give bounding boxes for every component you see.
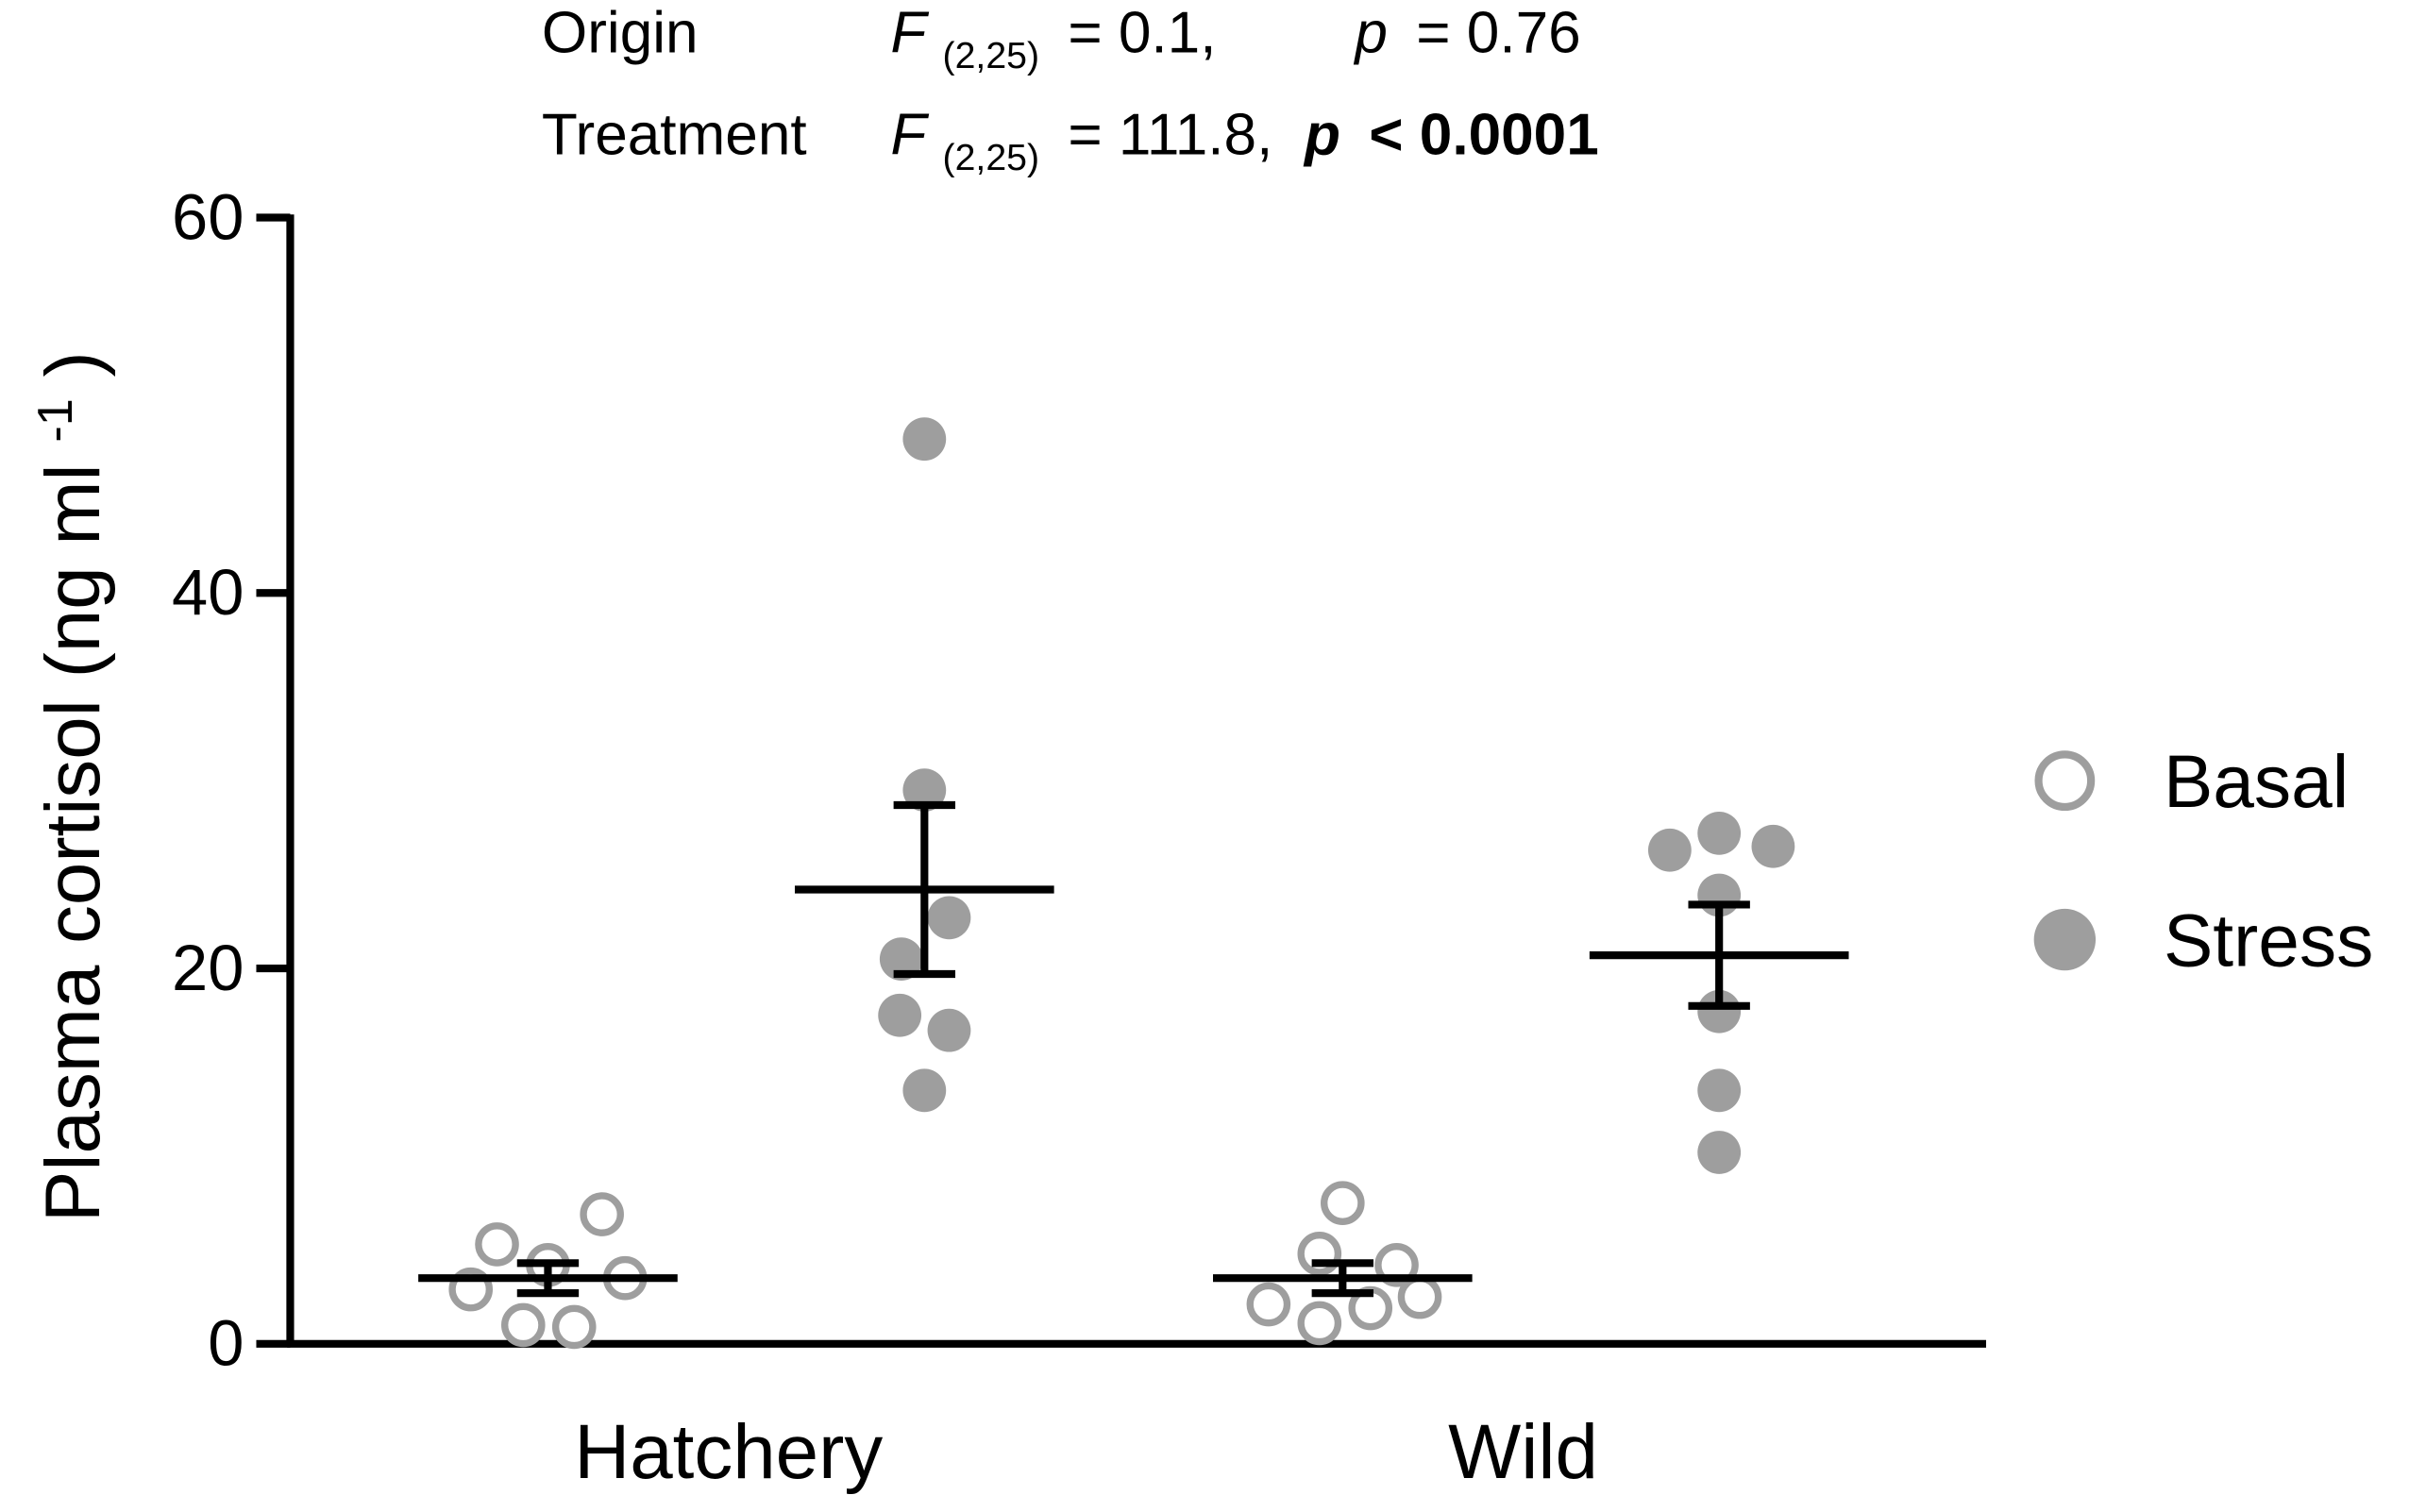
data-point xyxy=(879,937,923,981)
data-point xyxy=(1697,1131,1742,1174)
data-point xyxy=(1697,1068,1742,1113)
annotation-text: p xyxy=(1353,1,1388,66)
annotation-text: F xyxy=(890,102,929,167)
annotation-text: Treatment xyxy=(542,102,807,167)
y-tick-label: 60 xyxy=(172,180,244,253)
y-axis-label: Plasma cortisol (ng ml -1 ) xyxy=(28,351,116,1222)
x-tick-label: Wild xyxy=(1448,1409,1598,1495)
data-point xyxy=(1697,811,1742,855)
x-tick-label: Hatchery xyxy=(574,1409,883,1495)
data-point xyxy=(1321,1181,1365,1225)
annotation-text: = 111.8, xyxy=(1068,102,1272,167)
annotation: Origin F (2,25) = 0.1, p = 0.76 xyxy=(542,1,1581,81)
data-point xyxy=(475,1222,519,1267)
annotation-text: < 0.0001 xyxy=(1369,102,1599,167)
data-point xyxy=(878,993,922,1037)
data-point xyxy=(1397,1274,1442,1319)
data-point xyxy=(902,768,947,812)
y-axis-label-text: Plasma cortisol (ng ml xyxy=(30,463,116,1222)
y-tick-label: 40 xyxy=(172,556,244,629)
annotation-text: = 0.76 xyxy=(1416,1,1580,66)
annotation-text: p xyxy=(1303,102,1340,167)
y-tick-label: 0 xyxy=(208,1307,244,1380)
legend-label: Basal xyxy=(2164,740,2349,823)
annotation-text: (2,25) xyxy=(943,137,1039,178)
data-point xyxy=(551,1304,597,1350)
y-tick-label: 20 xyxy=(172,932,244,1004)
annotation-text: F xyxy=(890,1,929,66)
y-axis-label-text: ) xyxy=(30,351,116,377)
data-point xyxy=(500,1302,546,1348)
data-point xyxy=(1374,1242,1419,1287)
annotation-text: Origin xyxy=(542,1,699,66)
legend-label: Stress xyxy=(2164,899,2373,982)
data-point xyxy=(927,1008,971,1052)
data-point xyxy=(580,1192,624,1236)
y-axis-label-text: -1 xyxy=(28,398,83,443)
annotation: Treatment F (2,25) = 111.8, p < 0.0001 xyxy=(542,102,1599,182)
annotation-text: (2,25) xyxy=(943,35,1039,76)
data-point xyxy=(1697,989,1742,1033)
data-point xyxy=(1297,1301,1342,1346)
data-point xyxy=(927,896,971,940)
data-point xyxy=(902,417,947,462)
legend-marker xyxy=(2034,750,2096,812)
data-point xyxy=(902,1068,947,1113)
data-point xyxy=(1246,1282,1291,1327)
data-point xyxy=(1751,824,1795,868)
annotation-text: = 0.1, xyxy=(1068,1,1216,66)
data-point xyxy=(1647,828,1692,872)
legend-marker xyxy=(2033,908,2097,971)
